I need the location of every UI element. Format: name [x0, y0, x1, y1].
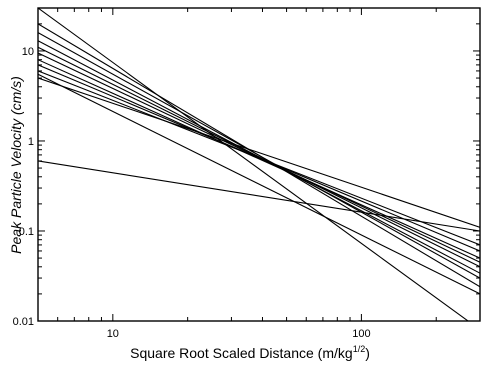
- y-tick-label: 10: [22, 46, 34, 58]
- y-tick-label: 0.1: [19, 226, 34, 238]
- series-line-11: [38, 73, 480, 295]
- series-line-9: [38, 70, 480, 246]
- y-tick-label: 0.01: [13, 316, 34, 328]
- x-axis-title: Square Root Scaled Distance (m/kg1/2): [130, 344, 370, 361]
- y-axis-title: Peak Particle Velocity (cm/s): [8, 76, 24, 254]
- series-line-7: [38, 59, 480, 259]
- series-line-10: [38, 77, 480, 228]
- y-tick-label: 1: [28, 136, 34, 148]
- series-line-12: [38, 160, 480, 232]
- series-line-3: [38, 32, 480, 279]
- x-tick-label: 10: [107, 328, 119, 340]
- plot-frame: [37, 7, 481, 322]
- series-line-1: [38, 8, 469, 321]
- series-layer: [38, 8, 480, 321]
- x-tick-label: 100: [352, 328, 370, 340]
